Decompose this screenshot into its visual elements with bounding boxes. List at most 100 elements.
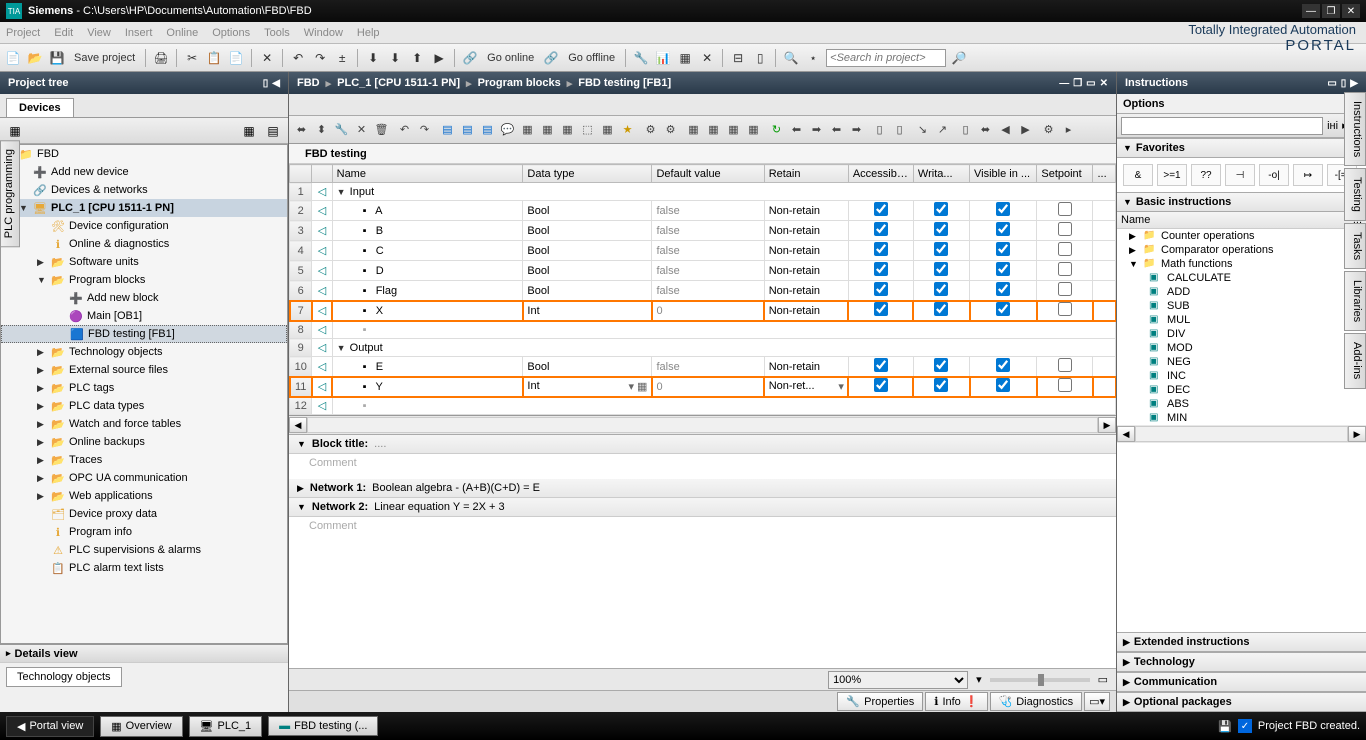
- tree-row[interactable]: ▶📂PLC data types: [1, 397, 287, 415]
- var-row[interactable]: 1◁▼ Input: [290, 183, 1116, 201]
- instr-item[interactable]: ▣NEG: [1117, 355, 1366, 369]
- tree-expander-icon[interactable]: ▼: [37, 275, 47, 285]
- download-icon[interactable]: ⬇: [364, 49, 382, 67]
- go-offline-button[interactable]: Go offline: [564, 52, 619, 64]
- var-visible[interactable]: [970, 301, 1037, 321]
- col-header[interactable]: Name: [332, 165, 523, 183]
- tree-row[interactable]: 🟣Main [OB1]: [1, 307, 287, 325]
- etb-icon[interactable]: ⬌: [977, 121, 994, 138]
- instr-section-header[interactable]: ▶Extended instructions: [1117, 632, 1366, 652]
- instr-group[interactable]: ▶📁Comparator operations: [1117, 243, 1366, 257]
- compile-icon[interactable]: ▶: [430, 49, 448, 67]
- crumb-0[interactable]: FBD: [297, 77, 320, 89]
- menu-window[interactable]: Window: [304, 27, 343, 39]
- side-tab[interactable]: Testing: [1344, 168, 1366, 221]
- etb-icon[interactable]: ▦: [599, 121, 616, 138]
- etb-icon[interactable]: 🔧: [333, 121, 350, 138]
- block-comment[interactable]: Comment: [289, 454, 1116, 479]
- cut-icon[interactable]: ✂: [183, 49, 201, 67]
- zoom-down-icon[interactable]: ▾: [976, 673, 982, 686]
- zoom-fit-icon[interactable]: ▭: [1098, 673, 1108, 686]
- etb-icon[interactable]: ⚙: [1040, 121, 1057, 138]
- col-header[interactable]: Default value: [652, 165, 764, 183]
- side-tab[interactable]: Tasks: [1344, 223, 1366, 269]
- favorite-item[interactable]: ??: [1191, 164, 1221, 186]
- crumb-2[interactable]: Program blocks: [478, 77, 561, 89]
- tab-properties[interactable]: 🔧Properties: [837, 692, 923, 711]
- var-setpoint[interactable]: [1037, 301, 1093, 321]
- network-2-body[interactable]: [289, 542, 1116, 622]
- basic-instructions-header[interactable]: ▼ Basic instructions: [1117, 192, 1366, 212]
- var-visible[interactable]: [970, 241, 1037, 261]
- details-tab[interactable]: Technology objects: [6, 667, 122, 687]
- menu-options[interactable]: Options: [212, 27, 250, 39]
- instr-section-header[interactable]: ▶Communication: [1117, 672, 1366, 692]
- etb-icon[interactable]: ▦: [539, 121, 556, 138]
- editor-restore-icon[interactable]: ❐: [1073, 78, 1082, 89]
- var-setpoint[interactable]: [1037, 201, 1093, 221]
- instr-item[interactable]: ▣MIN: [1117, 411, 1366, 425]
- var-type[interactable]: Bool: [523, 261, 652, 281]
- etb-more-icon[interactable]: ▸: [1060, 121, 1077, 138]
- col-header[interactable]: Accessible f...: [848, 165, 913, 183]
- tree-tb-list-icon[interactable]: ▤: [264, 122, 282, 140]
- details-view-header[interactable]: ▸ Details view: [0, 644, 288, 662]
- col-header[interactable]: Data type: [523, 165, 652, 183]
- var-row[interactable]: 8◁▪: [290, 321, 1116, 339]
- var-visible[interactable]: [970, 201, 1037, 221]
- var-row[interactable]: 5◁▪ DBoolfalseNon-retain: [290, 261, 1116, 281]
- var-name[interactable]: ▪ X: [332, 301, 523, 321]
- var-writable[interactable]: [913, 241, 969, 261]
- zoom-select[interactable]: 100%: [828, 671, 968, 689]
- etb-icon[interactable]: ⬚: [579, 121, 596, 138]
- menu-help[interactable]: Help: [357, 27, 380, 39]
- etb-icon[interactable]: ↻: [768, 121, 785, 138]
- var-writable[interactable]: [913, 281, 969, 301]
- tb-icon-2[interactable]: 📊: [654, 49, 672, 67]
- menu-online[interactable]: Online: [166, 27, 198, 39]
- tree-row[interactable]: ➕Add new device: [1, 163, 287, 181]
- print-icon[interactable]: 🖨: [152, 49, 170, 67]
- var-setpoint[interactable]: [1037, 241, 1093, 261]
- tb-icon-6[interactable]: ▯: [751, 49, 769, 67]
- var-name[interactable]: ▪ D: [332, 261, 523, 281]
- var-type[interactable]: Bool: [523, 357, 652, 377]
- tree-row[interactable]: 🗂Device proxy data: [1, 505, 287, 523]
- var-visible[interactable]: [970, 377, 1037, 397]
- etb-icon[interactable]: 🗑: [373, 121, 390, 138]
- open-icon[interactable]: 📂: [26, 49, 44, 67]
- var-default[interactable]: false: [652, 221, 764, 241]
- var-retain[interactable]: Non-retain: [764, 301, 848, 321]
- side-tab-plc-programming[interactable]: PLC programming: [0, 140, 20, 247]
- favorite-item[interactable]: &: [1123, 164, 1153, 186]
- var-setpoint[interactable]: [1037, 377, 1093, 397]
- close-button[interactable]: ✕: [1342, 4, 1360, 18]
- menu-edit[interactable]: Edit: [54, 27, 73, 39]
- instr-item[interactable]: ▣MOD: [1117, 341, 1366, 355]
- tb-icon-1[interactable]: 🔧: [632, 49, 650, 67]
- side-tab[interactable]: Add-ins: [1344, 333, 1366, 388]
- tree-row[interactable]: ▶📂Web applications: [1, 487, 287, 505]
- tree-row[interactable]: ▶📂Software units: [1, 253, 287, 271]
- col-header[interactable]: Setpoint: [1037, 165, 1093, 183]
- etb-icon[interactable]: ↘: [914, 121, 931, 138]
- var-setpoint[interactable]: [1037, 281, 1093, 301]
- favorites-header[interactable]: ▼ Favorites: [1117, 138, 1366, 158]
- etb-icon[interactable]: ▦: [685, 121, 702, 138]
- var-setpoint[interactable]: [1037, 261, 1093, 281]
- instr-pin2-icon[interactable]: ▯: [1341, 78, 1347, 89]
- section-name[interactable]: ▼ Output: [332, 339, 1115, 357]
- var-visible[interactable]: [970, 221, 1037, 241]
- var-writable[interactable]: [913, 301, 969, 321]
- menu-project[interactable]: Project: [6, 27, 40, 39]
- var-table-hscroll[interactable]: ◀ ▶: [289, 416, 1116, 434]
- etb-icon[interactable]: ↗: [934, 121, 951, 138]
- tree-row[interactable]: ▶📂PLC tags: [1, 379, 287, 397]
- tree-row[interactable]: 🔗Devices & networks: [1, 181, 287, 199]
- pin-icon[interactable]: ▯: [263, 78, 269, 89]
- var-default[interactable]: false: [652, 357, 764, 377]
- save-project-button[interactable]: Save project: [70, 52, 139, 64]
- redo-icon[interactable]: ↷: [311, 49, 329, 67]
- tree-row[interactable]: ▼📂Program blocks: [1, 271, 287, 289]
- save-icon[interactable]: 💾: [48, 49, 66, 67]
